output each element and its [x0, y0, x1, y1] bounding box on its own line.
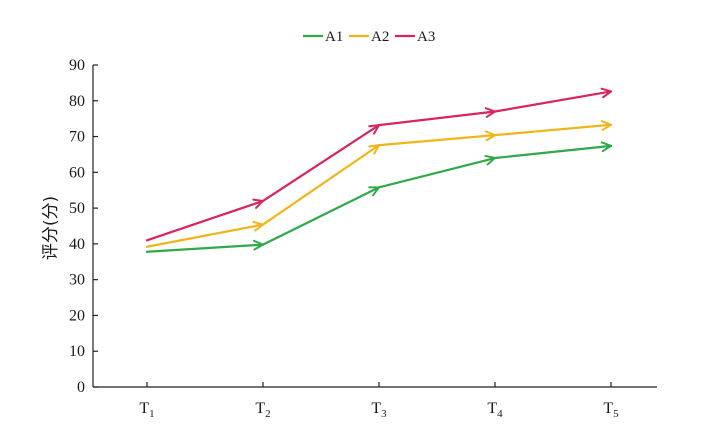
line-segment: [377, 154, 497, 189]
x-tick-label: T5: [603, 400, 619, 420]
y-tick-label: 60: [69, 164, 85, 181]
legend-item-a2: A2: [349, 29, 389, 45]
legend-label: A2: [371, 29, 389, 45]
line-segment: [261, 186, 381, 246]
legend-label: A1: [325, 29, 343, 45]
series-a2: [145, 120, 613, 248]
x-tick-label: T1: [139, 400, 154, 420]
y-tick-label: 40: [69, 236, 85, 253]
line-segment: [493, 120, 613, 137]
y-tick-label: 70: [69, 129, 85, 146]
y-tick-label: 80: [69, 93, 85, 110]
x-axis: T1 T2 T3 T4 T5: [93, 382, 657, 420]
y-tick-label: 50: [69, 200, 85, 217]
line-segment: [145, 220, 265, 248]
series-a1: [145, 141, 613, 253]
legend: A1 A2 A3: [303, 29, 435, 45]
legend-item-a1: A1: [303, 29, 343, 45]
series-group: [145, 87, 613, 253]
legend-label: A3: [417, 29, 435, 45]
line-segment: [261, 124, 381, 203]
series-a3: [145, 87, 613, 242]
y-tick-label: 20: [69, 307, 85, 324]
y-tick-label: 0: [77, 379, 85, 396]
x-tick-label: T4: [487, 400, 503, 420]
line-segment: [377, 107, 497, 127]
x-tick-label: T3: [371, 400, 387, 420]
legend-item-a3: A3: [395, 29, 435, 45]
line-segment: [145, 239, 265, 253]
y-tick-label: 30: [69, 272, 85, 289]
y-tick-label: 90: [69, 57, 85, 74]
y-axis-label: 评分(分): [41, 196, 61, 260]
line-segment: [493, 87, 613, 113]
y-tick-label: 10: [69, 343, 85, 360]
line-segment: [261, 144, 381, 226]
y-axis: 0 10 20 30 40 50 60 70 80 90: [69, 57, 98, 396]
line-segment: [493, 141, 613, 160]
line-segment: [377, 130, 497, 147]
x-tick-label: T2: [255, 400, 270, 420]
line-segment: [145, 198, 265, 242]
